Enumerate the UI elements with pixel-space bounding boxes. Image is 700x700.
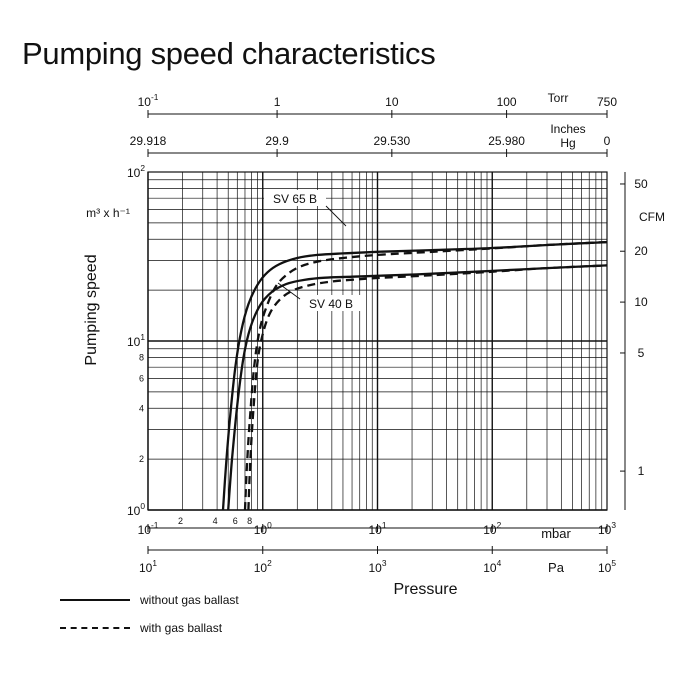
mbar-minor-label: 4 (213, 516, 218, 526)
tick-exponent: -1 (151, 520, 159, 530)
tick-exponent: 2 (497, 520, 502, 530)
pa-tick-label: 101 (139, 558, 157, 575)
torr-unit-label: Torr (548, 91, 569, 105)
x-axis-title: Pressure (393, 581, 457, 598)
legend-label: without gas ballast (140, 593, 239, 607)
torr-tick-label: 1 (274, 95, 281, 109)
grid-layer (147, 172, 607, 511)
y-minor-label: 6 (139, 373, 144, 383)
tick-base: 10 (139, 561, 153, 575)
tick-base: 10 (138, 95, 152, 109)
annotation-leader-sv65b (325, 205, 347, 227)
tick-exponent: 1 (140, 332, 145, 342)
cfm-unit-label: CFM (639, 210, 665, 224)
y-minor-label: 4 (139, 403, 144, 413)
mbar-tick-label: 10-1 (138, 520, 159, 537)
inches-hg-tick-label: 25.980 (488, 134, 525, 148)
tick-base: 10 (254, 561, 268, 575)
mbar-tick-label: 100 (254, 520, 272, 537)
tick-exponent: 5 (611, 558, 616, 568)
series-sv-40-b-with-gas-ballast (247, 264, 608, 511)
tick-base: 10 (138, 523, 152, 537)
mbar-tick-label: 102 (483, 520, 501, 537)
cfm-tick-label: 50 (634, 177, 648, 191)
pa-tick-label: 102 (254, 558, 272, 575)
tick-exponent: 2 (140, 163, 145, 173)
tick-exponent: 1 (152, 558, 157, 568)
tick-base: 10 (254, 523, 268, 537)
inches-hg-tick-label: 29.530 (373, 134, 410, 148)
pa-tick-label: 103 (368, 558, 386, 575)
cfm-tick-label: 10 (634, 295, 648, 309)
tick-exponent: 0 (140, 501, 145, 511)
tick-exponent: 2 (267, 558, 272, 568)
tick-base: 10 (598, 561, 612, 575)
mbar-minor-label: 8 (247, 516, 252, 526)
annotation-background (264, 190, 326, 206)
tick-base: 10 (127, 504, 141, 518)
tick-base: 10 (127, 166, 141, 180)
pa-unit-label: Pa (548, 560, 565, 575)
plot-frame (147, 171, 608, 511)
mbar-minor-label: 2 (178, 516, 183, 526)
pa-tick-label: 104 (483, 558, 501, 575)
cfm-tick-label: 5 (638, 346, 645, 360)
torr-tick-label: 10-1 (138, 92, 159, 109)
inches-hg-tick-label: 29.918 (130, 134, 167, 148)
tick-exponent: 4 (497, 558, 502, 568)
legend-label: with gas ballast (140, 621, 223, 635)
inches-hg-tick-label: 0 (604, 134, 611, 148)
y-tick-label: 102 (127, 163, 145, 180)
mbar-minor-label: 6 (233, 516, 238, 526)
tick-base: 10 (368, 523, 382, 537)
y-unit-label: m³ x h⁻¹ (86, 206, 130, 220)
series-layer (221, 240, 608, 511)
y-minor-label: 8 (139, 352, 144, 362)
y-minor-label: 2 (139, 454, 144, 464)
axes-layer (147, 110, 626, 554)
torr-tick-label: 100 (497, 95, 517, 109)
legend-item-without-gas-ballast: without gas ballast (60, 592, 239, 608)
cfm-tick-label: 1 (638, 464, 645, 478)
tick-exponent: 1 (382, 520, 387, 530)
tick-base: 10 (483, 561, 497, 575)
torr-tick-label: 750 (597, 95, 617, 109)
annotation-sv40b: SV 40 B (309, 297, 353, 311)
legend-swatch-solid (60, 599, 130, 601)
series-sv-65-b-without-gas-ballast (221, 240, 608, 511)
y-axis-title: Pumping speed (83, 254, 100, 365)
annotation-background (300, 295, 362, 311)
chart-title: Pumping speed characteristics (22, 36, 436, 71)
cfm-tick-label: 20 (634, 244, 648, 258)
annotation-leader-sv40b (277, 282, 301, 300)
y-tick-label: 100 (127, 501, 145, 518)
tick-exponent: 3 (611, 520, 616, 530)
y-tick-label: 101 (127, 332, 145, 349)
annotation-sv65b: SV 65 B (273, 192, 317, 206)
tick-exponent: 3 (382, 558, 387, 568)
tick-base: 10 (368, 561, 382, 575)
mbar-tick-label: 101 (368, 520, 386, 537)
inches-hg-unit-label: Hg (560, 136, 575, 150)
series-sv-40-b-without-gas-ballast (227, 264, 608, 511)
mbar-unit-label: mbar (541, 526, 571, 541)
tick-base: 10 (598, 523, 612, 537)
tick-base: 10 (483, 523, 497, 537)
tick-base: 10 (127, 335, 141, 349)
tick-exponent: 0 (267, 520, 272, 530)
tick-exponent: -1 (151, 92, 159, 102)
inches-hg-unit-label: Inches (550, 122, 585, 136)
pa-tick-label: 105 (598, 558, 616, 575)
torr-tick-label: 10 (385, 95, 399, 109)
legend-item-with-gas-ballast: with gas ballast (60, 620, 222, 636)
mbar-tick-label: 103 (598, 520, 616, 537)
series-sv-65-b-with-gas-ballast (243, 240, 608, 511)
legend-swatch-dashed (60, 627, 130, 629)
inches-hg-tick-label: 29.9 (265, 134, 289, 148)
